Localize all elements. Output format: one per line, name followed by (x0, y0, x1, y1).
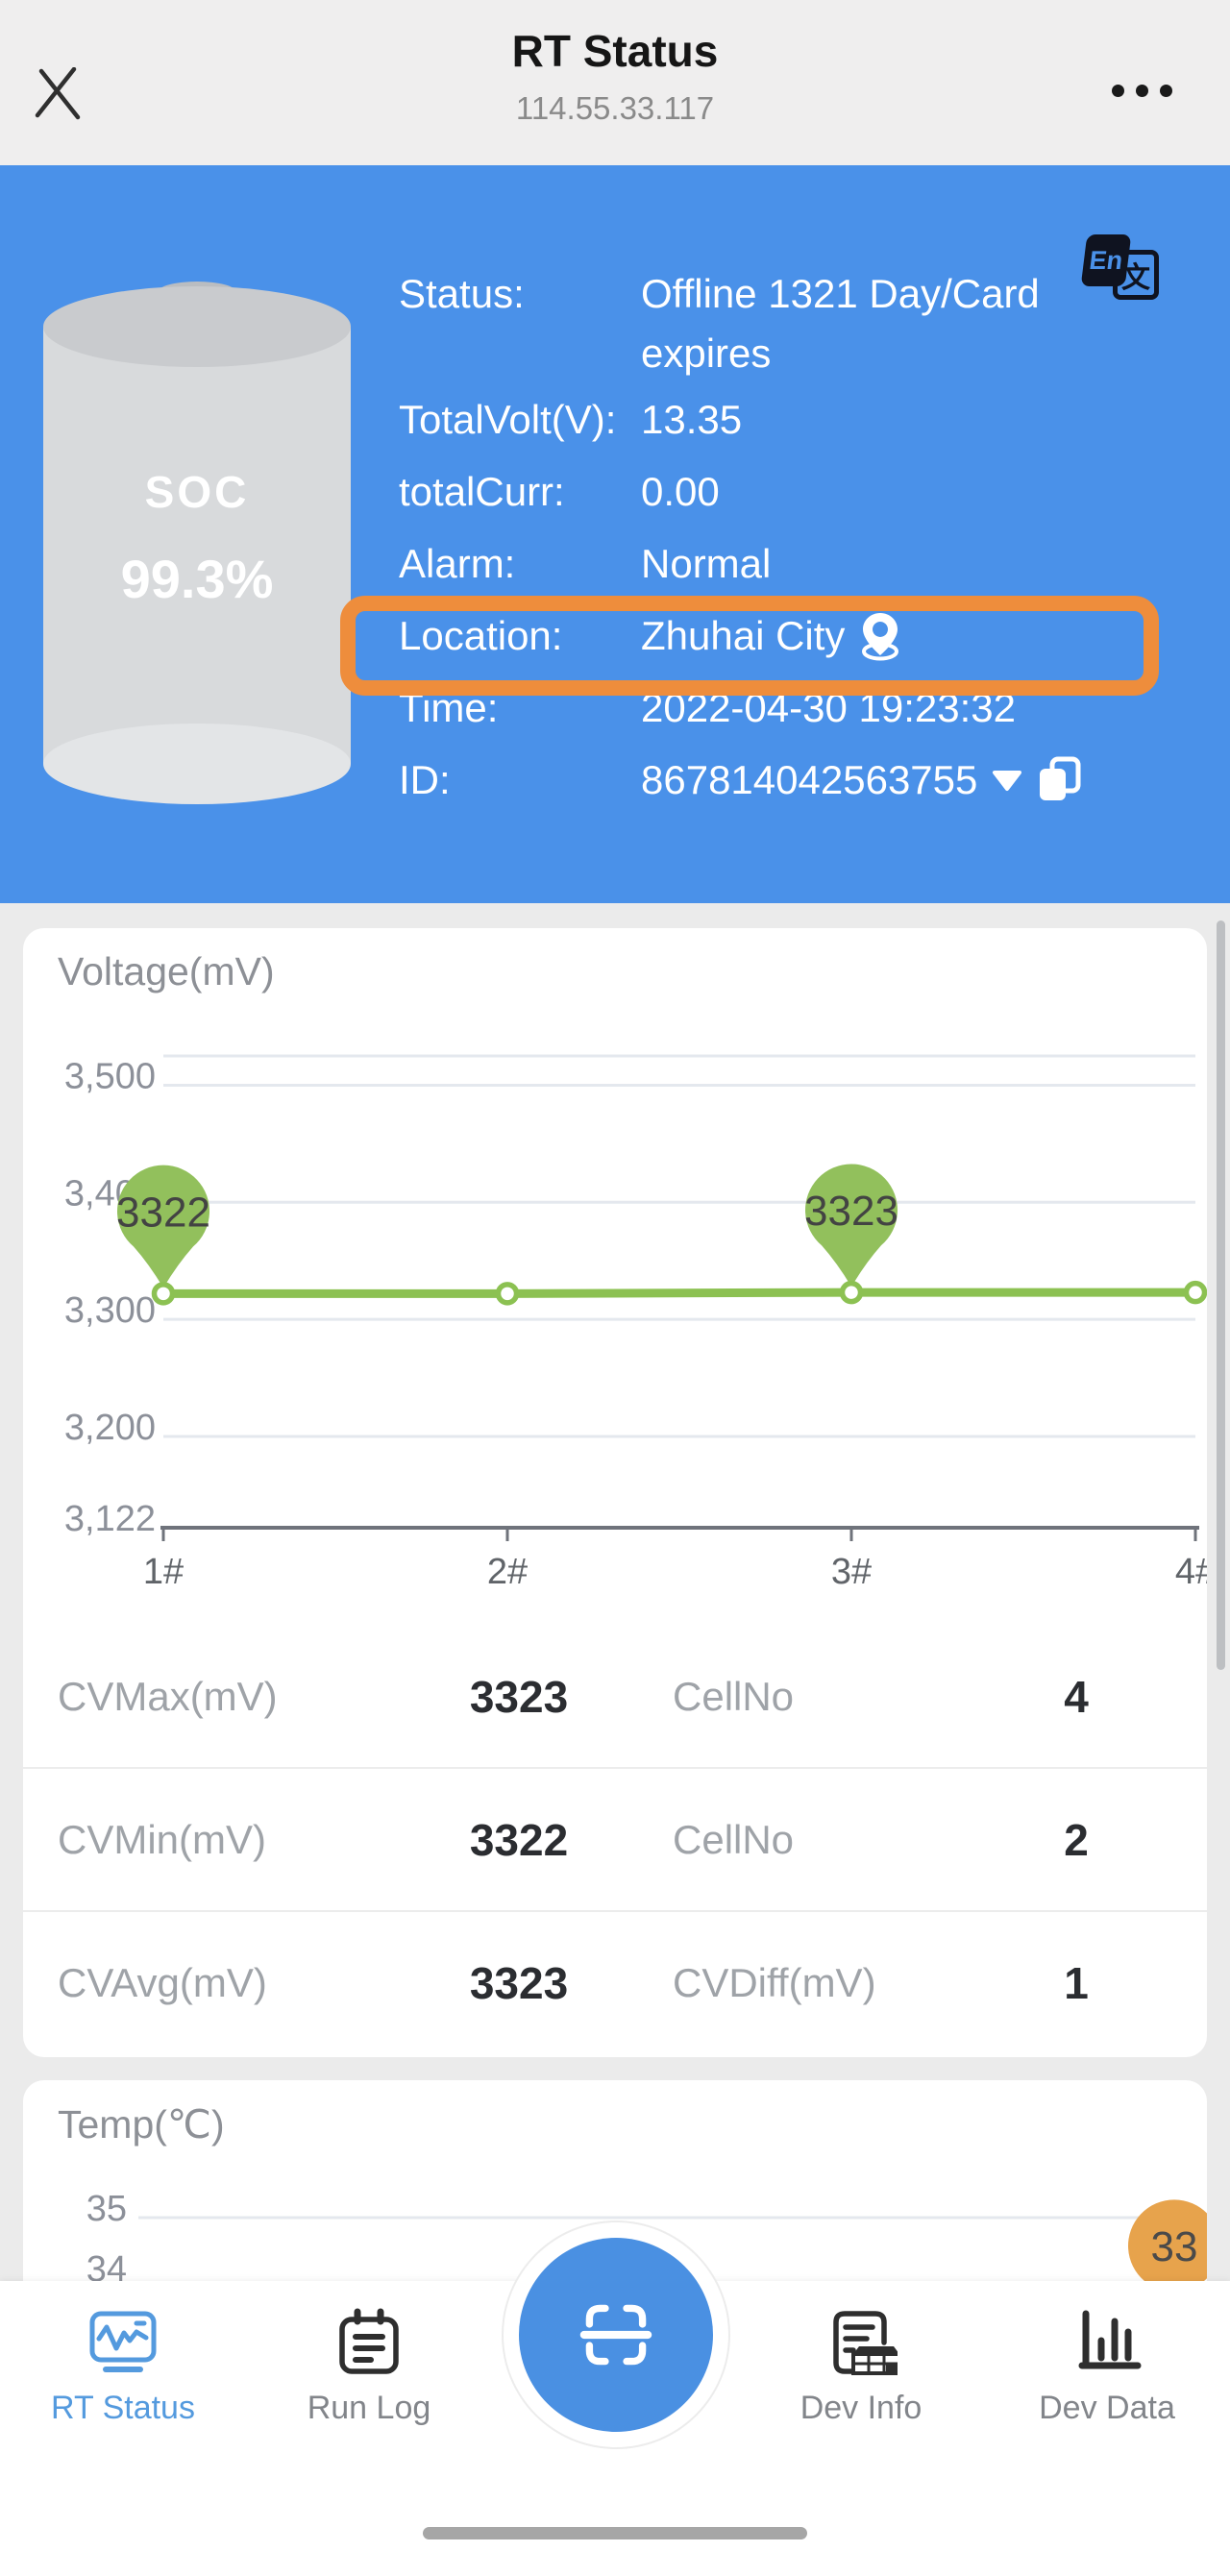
svg-text:3,122: 3,122 (64, 1499, 156, 1539)
page-subtitle: 114.55.33.117 (515, 90, 715, 126)
tab-label: Dev Data (1039, 2390, 1175, 2426)
voltage-card: 3,5003,4003,3003,2003,1221#2#3#4#3322332… (23, 928, 1207, 2057)
voltage-chart: 3,5003,4003,3003,2003,1221#2#3#4#3322332… (64, 1054, 1207, 1592)
tab-run-log[interactable]: Run Log (246, 2281, 492, 2427)
device-id-value: 867814042563755 (641, 757, 978, 802)
more-menu-icon[interactable] (1112, 85, 1172, 97)
total-curr-value: 0.00 (641, 469, 720, 514)
tab-dev-data[interactable]: Dev Data (984, 2281, 1230, 2427)
time-row: Time: 2022-04-30 19:23:32 (399, 672, 1179, 744)
svg-text:33: 33 (1151, 2223, 1198, 2270)
close-icon[interactable] (35, 67, 81, 121)
id-row: ID: 867814042563755 (399, 744, 1179, 816)
status-row: Status: Offline 1321 Day/Card expires (399, 258, 1179, 383)
svg-text:1#: 1# (143, 1552, 184, 1592)
soc-label: SOC (145, 467, 250, 517)
home-indicator[interactable] (423, 2527, 807, 2539)
translate-en-glyph: En (1080, 234, 1132, 286)
svg-text:3#: 3# (831, 1552, 872, 1592)
dropdown-arrow-icon[interactable] (991, 769, 1023, 792)
cell-stats-table: CVMax(mV) 3323 CellNo 4 CVMin(mV) 3322 C… (23, 1626, 1207, 2053)
svg-text:3323: 3323 (804, 1188, 898, 1235)
tab-rt-status[interactable]: RT Status (0, 2281, 246, 2427)
soc-value: 99.3% (121, 549, 274, 609)
total-volt-row: TotalVolt(V): 13.35 (399, 383, 1179, 455)
alarm-row: Alarm: Normal (399, 527, 1179, 600)
svg-text:2#: 2# (487, 1552, 528, 1592)
svg-text:3,200: 3,200 (64, 1408, 156, 1448)
location-pin-icon[interactable] (858, 611, 902, 661)
total-volt-value: 13.35 (641, 397, 743, 442)
scan-button[interactable] (519, 2238, 713, 2432)
copy-icon[interactable] (1037, 756, 1081, 804)
table-row: CVMax(mV) 3323 CellNo 4 (58, 1671, 1089, 1722)
device-status-panel: SOC 99.3% Status: Offline 1321 Day/Card … (0, 165, 1230, 903)
svg-text:35: 35 (86, 2189, 127, 2229)
tab-label: Dev Info (800, 2390, 922, 2426)
run-log-icon (339, 2308, 399, 2374)
svg-text:3,300: 3,300 (64, 1290, 156, 1331)
table-row: CVAvg(mV) 3323 CVDiff(mV) 1 (23, 1910, 1207, 2053)
status-label: Status: (399, 271, 525, 316)
translate-icon[interactable]: 文 En (1080, 234, 1159, 304)
svg-text:3,500: 3,500 (64, 1056, 156, 1096)
location-row[interactable]: Location: Zhuhai City (399, 600, 1179, 672)
bottom-tab-bar: RT Status Run Log (0, 2222, 1230, 2576)
svg-text:4#: 4# (1175, 1552, 1207, 1592)
table-row: CVMin(mV) 3322 CellNo 2 (23, 1767, 1207, 1910)
scan-icon (579, 2304, 652, 2366)
battery-soc-gauge: SOC 99.3% (43, 282, 351, 804)
tab-label: Run Log (307, 2390, 431, 2426)
app-header: RT Status 114.55.33.117 (0, 0, 1230, 165)
total-curr-row: totalCurr: 0.00 (399, 455, 1179, 527)
device-info-list: Status: Offline 1321 Day/Card expires To… (399, 258, 1179, 816)
tab-label: RT Status (51, 2390, 195, 2426)
dev-info-icon (833, 2311, 901, 2375)
time-value: 2022-04-30 19:23:32 (641, 685, 1016, 730)
temperature-chart-title: Temp(℃) (58, 2102, 225, 2147)
rt-status-icon (89, 2311, 157, 2372)
scrollbar[interactable] (1217, 920, 1225, 1670)
tab-dev-info[interactable]: Dev Info (738, 2281, 984, 2427)
alarm-value: Normal (641, 541, 772, 586)
location-value: Zhuhai City (641, 613, 846, 658)
svg-text:3322: 3322 (116, 1189, 210, 1236)
status-value: Offline 1321 Day/Card expires (641, 271, 1040, 376)
page-title: RT Status (511, 26, 719, 76)
dev-data-icon (1078, 2310, 1142, 2369)
voltage-chart-title: Voltage(mV) (58, 949, 275, 994)
